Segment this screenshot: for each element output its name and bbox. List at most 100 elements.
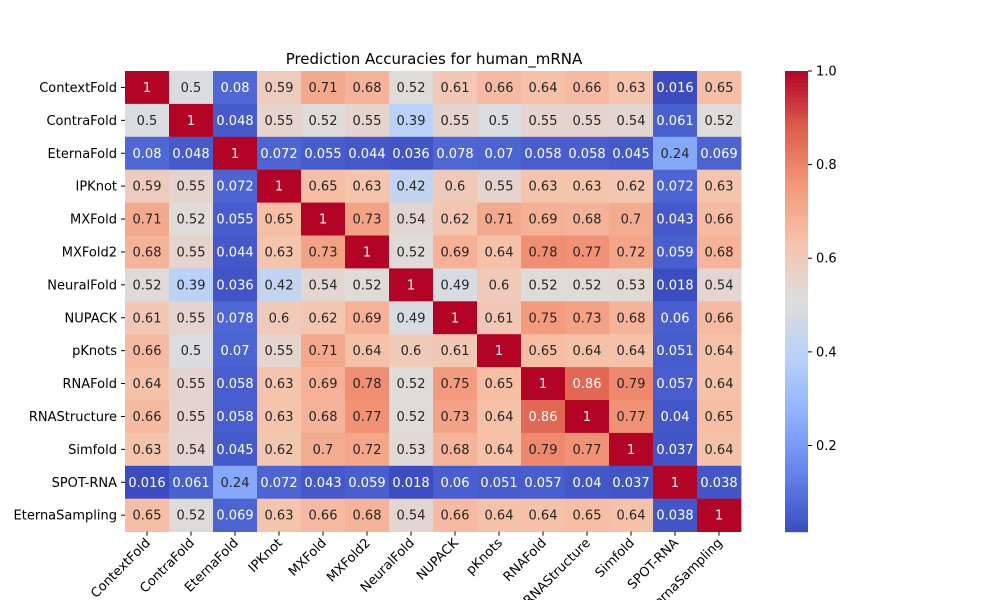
colorbar-segment xyxy=(785,82,808,87)
colorbar-segment xyxy=(785,427,808,433)
heatmap-cell xyxy=(125,202,170,236)
cell-value-label: 0.6 xyxy=(401,344,422,359)
heatmap-cell xyxy=(301,71,346,105)
heatmap-cell xyxy=(609,334,654,368)
y-tick-label: SPOT-RNA xyxy=(52,476,118,491)
colorbar-segment xyxy=(785,228,808,233)
colorbar-segment xyxy=(785,447,808,452)
colorbar-segment xyxy=(785,101,808,107)
heatmap-cell xyxy=(477,301,522,335)
heatmap-cell xyxy=(257,334,302,368)
heatmap-cell xyxy=(653,136,698,171)
cell-value-label: 0.64 xyxy=(485,509,514,524)
cell-value-label: 0.65 xyxy=(485,377,514,392)
heatmap-cell xyxy=(477,400,522,434)
cell-value-label: 1 xyxy=(231,147,239,162)
colorbar-segment xyxy=(785,385,808,391)
cell-value-label: 0.048 xyxy=(172,147,209,162)
colorbar-tick-label: 0.6 xyxy=(816,252,837,267)
y-tick-label: IPKnot xyxy=(76,180,118,195)
heatmap-cell xyxy=(257,465,302,500)
cell-value-label: 0.59 xyxy=(133,180,162,195)
cell-value-label: 0.73 xyxy=(441,410,470,425)
heatmap-cell xyxy=(389,71,434,105)
heatmap-cell xyxy=(609,465,654,500)
cell-value-label: 0.055 xyxy=(304,147,341,162)
cell-value-label: 0.55 xyxy=(573,114,602,129)
heatmap-cell xyxy=(653,465,698,500)
cell-value-label: 0.52 xyxy=(353,278,382,293)
heatmap-cell xyxy=(345,465,390,500)
cell-value-label: 0.55 xyxy=(177,180,206,195)
heatmap-cell xyxy=(345,235,390,269)
x-tick-label: pKnots xyxy=(464,536,506,578)
heatmap-cell xyxy=(301,498,346,532)
cell-value-label: 0.64 xyxy=(485,443,514,458)
cell-value-label: 0.055 xyxy=(216,213,253,228)
heatmap-cell xyxy=(389,136,434,171)
colorbar-segment xyxy=(785,232,808,237)
colorbar-segment xyxy=(785,474,808,479)
heatmap-cell xyxy=(433,169,478,203)
y-tick-label: EternaSampling xyxy=(14,509,117,524)
heatmap-cell xyxy=(125,301,170,335)
cell-value-label: 0.52 xyxy=(397,410,426,425)
heatmap-cell xyxy=(257,301,302,335)
colorbar-segment xyxy=(785,320,808,325)
heatmap-cell xyxy=(213,400,258,434)
cell-value-label: 0.036 xyxy=(392,147,429,162)
cell-value-label: 0.63 xyxy=(265,509,294,524)
cell-value-label: 0.045 xyxy=(612,147,649,162)
cell-value-label: 0.5 xyxy=(181,344,202,359)
heatmap-cell xyxy=(389,367,434,401)
colorbar-segment xyxy=(785,343,808,348)
cell-value-label: 0.6 xyxy=(489,278,510,293)
cell-value-label: 1 xyxy=(495,344,503,359)
colorbar-segment xyxy=(785,481,808,487)
heatmap-cell xyxy=(257,71,302,105)
colorbar-segment xyxy=(785,424,808,429)
heatmap-cell xyxy=(433,103,478,138)
heatmap-cell xyxy=(301,367,346,401)
cell-value-label: 0.52 xyxy=(177,213,206,228)
cell-value-label: 0.038 xyxy=(656,509,693,524)
heatmap-cell xyxy=(257,169,302,203)
cell-value-label: 0.64 xyxy=(573,344,602,359)
heatmap-cell xyxy=(521,202,566,236)
colorbar-segment xyxy=(785,239,808,245)
cell-value-label: 0.64 xyxy=(705,377,734,392)
heatmap-cell xyxy=(609,432,654,467)
heatmap-cell xyxy=(565,301,610,335)
colorbar-segment xyxy=(785,462,808,467)
heatmap-cell xyxy=(565,268,610,302)
y-tick-label: RNAStructure xyxy=(29,410,117,425)
colorbar-segment xyxy=(785,512,808,517)
colorbar-segment xyxy=(785,266,808,272)
heatmap-cell xyxy=(477,334,522,368)
cell-value-label: 0.66 xyxy=(573,81,602,96)
heatmap-cell xyxy=(477,103,522,138)
cell-value-label: 0.65 xyxy=(705,410,734,425)
heatmap-cell xyxy=(477,432,522,467)
cell-value-label: 0.55 xyxy=(529,114,558,129)
heatmap-cell xyxy=(389,465,434,500)
colorbar-segment xyxy=(785,339,808,345)
heatmap-cell xyxy=(433,136,478,171)
heatmap-cell xyxy=(257,400,302,434)
cell-value-label: 0.043 xyxy=(304,476,341,491)
cell-value-label: 0.78 xyxy=(529,245,558,260)
cell-value-label: 0.044 xyxy=(348,147,385,162)
colorbar-segment xyxy=(785,297,808,302)
cell-value-label: 0.059 xyxy=(656,245,693,260)
colorbar-tick-label: 0.4 xyxy=(816,345,837,360)
colorbar-segment xyxy=(785,251,808,256)
colorbar-segment xyxy=(785,412,808,418)
cell-value-label: 0.86 xyxy=(529,410,558,425)
heatmap-cell xyxy=(609,367,654,401)
cell-value-label: 0.044 xyxy=(216,245,253,260)
colorbar: 0.2 0.4 0.6 0.8 1.0 xyxy=(785,65,837,533)
heatmap-cell xyxy=(257,235,302,269)
cell-value-label: 0.078 xyxy=(216,311,253,326)
heatmap-cell xyxy=(697,202,742,236)
